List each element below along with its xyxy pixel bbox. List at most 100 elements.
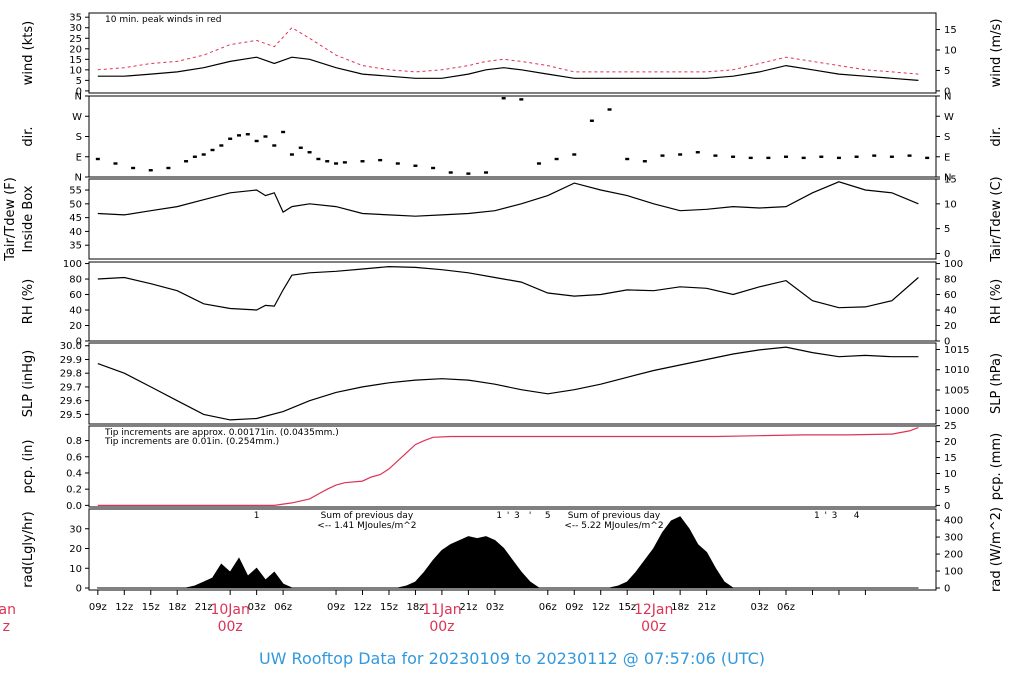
y-tick-label-right: 0	[944, 584, 950, 595]
dir-point	[228, 137, 233, 140]
y-tick-label: 35	[69, 13, 82, 24]
caption-prefix: UW Rooftop Data for	[258, 649, 424, 668]
dir-point	[784, 155, 789, 158]
x-day-label: 10Jan	[210, 602, 249, 618]
y-tick-label-right: 0	[944, 337, 950, 348]
x-tick-label: 18z	[406, 602, 424, 613]
dir-point	[642, 160, 647, 163]
dir-point	[536, 162, 541, 165]
y-tick-label-right: 5	[944, 66, 950, 77]
x-day-label: 12Jan	[634, 602, 673, 618]
sustained-series	[97, 56, 919, 81]
temp-series	[97, 181, 919, 217]
dir-point	[907, 154, 912, 157]
y-tick-label: S	[76, 132, 82, 143]
dir-point	[466, 172, 471, 175]
y-tick-label: 0	[76, 86, 82, 97]
dir-point	[201, 153, 206, 156]
radiation-marker: '	[529, 511, 531, 521]
x-day-label-clipped-time: z	[3, 619, 10, 635]
y-axis-label-right: Tair/Tdew (C)	[989, 176, 1004, 262]
radiation-sum-title: Sum of previous day	[568, 511, 661, 521]
y-axis-label-left: wind (kts)	[21, 21, 36, 85]
dir-point	[501, 97, 506, 100]
y-tick-label: 30	[69, 524, 82, 535]
dir-point	[519, 98, 524, 101]
radiation-sum-title: Sum of previous day	[321, 511, 414, 521]
x-tick-label: 12z	[592, 602, 610, 613]
dir-point	[872, 154, 877, 157]
dir-point	[281, 130, 286, 134]
y-axis-label-right: RH (%)	[989, 279, 1004, 324]
y-tick-label: 80	[69, 275, 82, 286]
x-tick-label: 15z	[142, 602, 160, 613]
radiation-marker: 1	[254, 511, 260, 521]
x-tick-label: 03z	[248, 602, 266, 613]
dir-point	[289, 153, 294, 156]
dir-point	[572, 153, 577, 156]
y-tick-label: 20	[69, 44, 82, 55]
x-tick-label: 06z	[777, 602, 795, 613]
y-tick-label: 40	[69, 227, 82, 238]
plot-frame	[88, 12, 937, 94]
x-day-label: 11Jan	[422, 602, 461, 618]
dir-point	[854, 155, 859, 158]
y-tick-label-right: 400	[944, 516, 963, 527]
y-tick-label: 45	[69, 213, 82, 224]
y-tick-label: 0	[76, 337, 82, 348]
dir-point	[589, 119, 594, 122]
dir-point	[360, 160, 365, 163]
y-axis-label-left: Inside Box	[21, 185, 36, 252]
dir-point	[325, 160, 330, 163]
y-axis-label-left: Tair/Tdew (F)	[3, 177, 18, 262]
x-tick-label: 18z	[671, 602, 689, 613]
dir-point	[272, 144, 277, 147]
y-tick-label-right: 20	[944, 321, 957, 332]
y-tick-label-right: 15	[944, 25, 957, 36]
plot-frame	[88, 178, 937, 260]
dir-point	[263, 135, 268, 138]
plot-frame	[88, 342, 937, 425]
y-axis-label-left: RH (%)	[21, 279, 36, 324]
y-tick-label-right: W	[944, 112, 954, 123]
y-tick-label-right: 80	[944, 275, 957, 286]
caption-tz: (UTC)	[720, 649, 766, 668]
panel-pcp: 0.0 0.2 0.4 0.6 0.8 0 5 10 15 20 25 pcp. (in) pcp. (…	[21, 421, 1004, 512]
x-tick-label: 12z	[354, 602, 372, 613]
x-tick-label: 21z	[459, 602, 477, 613]
y-tick-label: W	[72, 112, 82, 123]
x-tick-label: 18z	[168, 602, 186, 613]
x-day-label-clipped: an	[0, 602, 16, 618]
caption-start: 20230109	[428, 649, 511, 668]
y-tick-label-right: 1010	[944, 365, 969, 376]
dir-point	[307, 151, 312, 154]
y-tick-label: 10	[69, 564, 82, 575]
radiation-marker: 1	[814, 511, 820, 521]
radiation-marker: 3	[832, 511, 838, 521]
y-tick-label-right: 0	[944, 501, 950, 512]
y-tick-label: 29.7	[60, 382, 82, 393]
dir-point	[678, 153, 683, 156]
y-tick-label: 0.2	[66, 485, 82, 496]
y-axis-label-right: rad (W/m^2)	[989, 507, 1004, 592]
pcp-series	[97, 427, 919, 506]
dir-point	[554, 157, 559, 161]
radiation-sum-value: <-- 5.22 MJoules/m^2	[564, 521, 663, 531]
radiation-area	[96, 516, 919, 589]
dir-point	[484, 171, 489, 174]
y-axis-label-right: SLP (hPa)	[989, 353, 1004, 414]
plot-frame	[88, 425, 937, 508]
y-tick-label-right: 100	[944, 567, 963, 578]
y-tick-label: 40	[69, 306, 82, 317]
y-tick-label: 30.0	[60, 341, 82, 352]
dir-point	[245, 133, 250, 136]
x-tick-label: 03z	[486, 602, 504, 613]
y-axis-label-left: rad(Lgly/hr)	[21, 511, 36, 587]
x-tick-label: 12z	[115, 602, 133, 613]
y-tick-label: 0.6	[66, 452, 82, 463]
y-axis-label-right: pcp. (mm)	[989, 433, 1004, 500]
y-tick-label: 35	[69, 241, 82, 252]
y-tick-label-right: 1015	[944, 345, 969, 356]
